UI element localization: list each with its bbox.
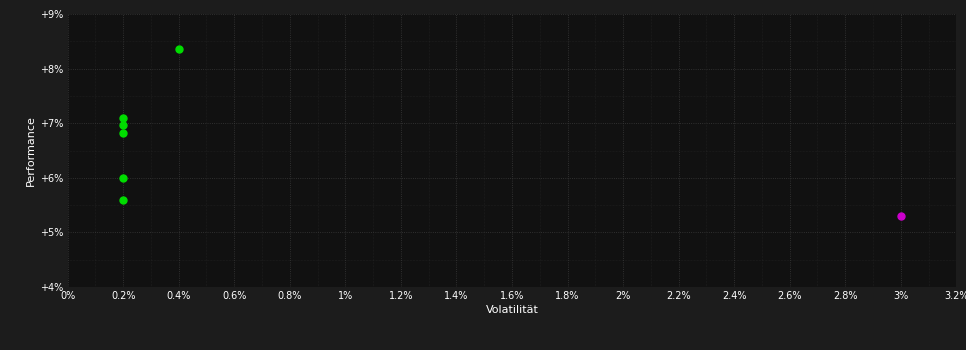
Point <box>116 122 131 128</box>
X-axis label: Volatilität: Volatilität <box>486 305 538 315</box>
Point <box>893 213 908 219</box>
Point <box>116 130 131 136</box>
Point <box>116 115 131 120</box>
Point <box>116 175 131 181</box>
Point <box>171 47 186 52</box>
Point <box>116 197 131 202</box>
Y-axis label: Performance: Performance <box>26 115 36 186</box>
